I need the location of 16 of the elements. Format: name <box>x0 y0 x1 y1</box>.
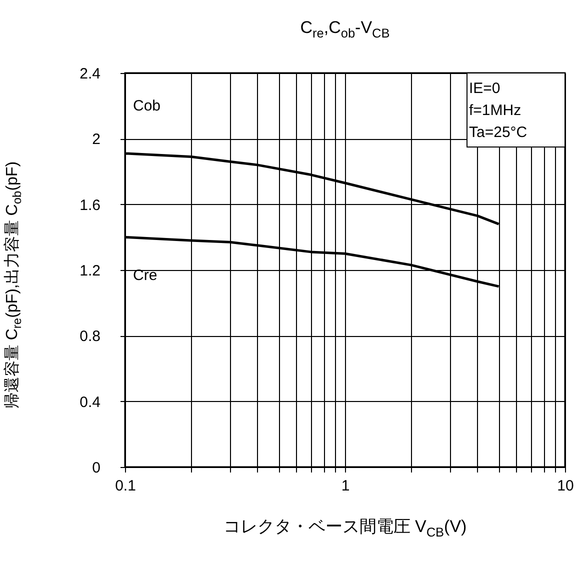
y-tick-label: 1.6 <box>80 196 100 214</box>
y-tick-label: 0 <box>92 460 100 476</box>
x-axis-title: コレクタ・ベース間電圧 V$_{CB}$(V) <box>222 516 468 540</box>
y-tick-label: 0.4 <box>80 394 100 411</box>
annotation: Ta=25°C <box>469 124 528 141</box>
text: Cob <box>133 97 161 114</box>
y-tick-label: 2 <box>92 131 100 148</box>
x-tick-label: 0.1 <box>115 478 136 494</box>
chart-title: C$_{re}$,C$_{ob}$-V$_{CB}$ <box>299 18 391 40</box>
y-tick-label: 1.2 <box>80 262 100 280</box>
x-tick-label: 10 <box>557 478 574 494</box>
y-tick-label: 0.8 <box>80 328 100 346</box>
x-tick-label: 1 <box>341 478 350 494</box>
y-tick-label: 2.4 <box>80 66 100 82</box>
annotation: IE=0 <box>469 80 500 97</box>
annotation: f=1MHz <box>469 102 522 119</box>
